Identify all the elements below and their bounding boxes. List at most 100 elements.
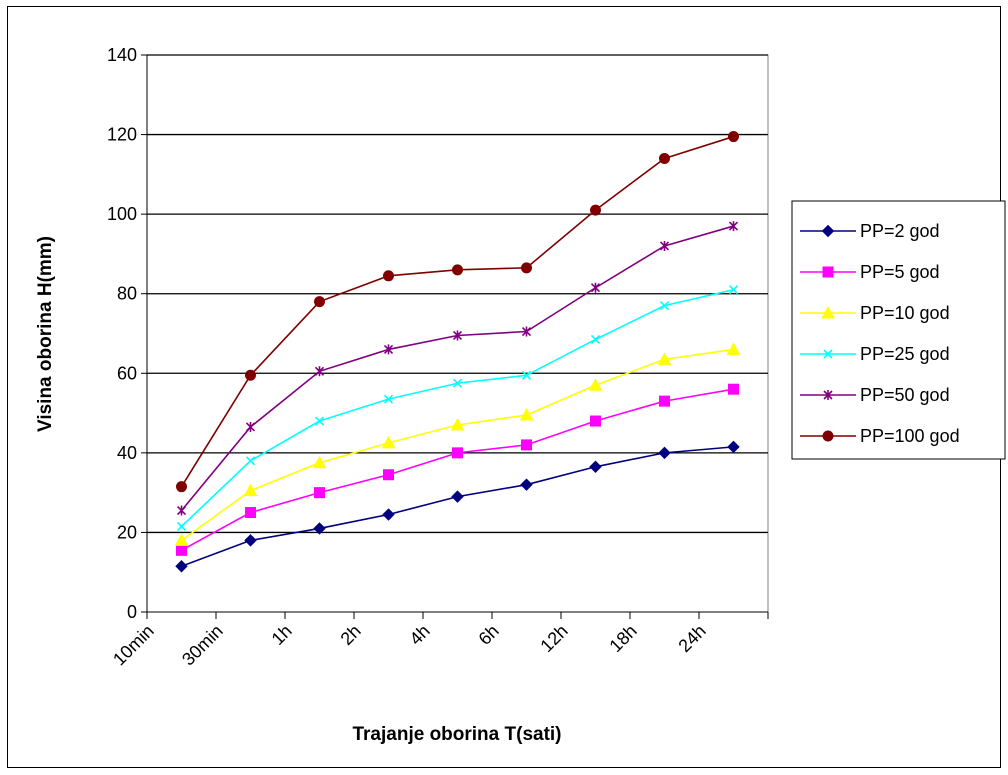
- data-point: [314, 366, 325, 377]
- data-point: [383, 394, 394, 404]
- data-point: [590, 415, 601, 427]
- data-point: [590, 334, 601, 345]
- data-point: [659, 240, 670, 251]
- data-point: [452, 264, 463, 276]
- data-point: [174, 533, 189, 546]
- data-point: [245, 421, 256, 432]
- data-point: [245, 507, 256, 519]
- data-point: [383, 270, 394, 282]
- data-point: [452, 378, 463, 388]
- data-point: [658, 446, 671, 460]
- legend-item: PP=50 god: [800, 385, 950, 405]
- legend-item: PP=25 god: [800, 344, 950, 364]
- legend-item: PP=5 god: [800, 262, 940, 282]
- x-tick-label: 12h: [536, 621, 571, 656]
- y-tick-label: 0: [127, 602, 137, 622]
- data-point: [659, 301, 670, 311]
- series-layer: [174, 131, 741, 573]
- axes: [146, 55, 768, 613]
- data-point: [728, 131, 739, 143]
- data-point: [176, 544, 187, 556]
- data-point: [176, 521, 187, 532]
- data-point: [659, 152, 670, 164]
- legend-items: PP=2 god PP=5 god PP=10 god PP=25 god PP=50 …: [800, 221, 960, 446]
- data-point: [452, 330, 463, 341]
- legend-item: PP=100 god: [800, 426, 960, 446]
- legend-marker: [822, 266, 834, 278]
- data-point: [176, 481, 187, 493]
- data-point: [245, 369, 256, 381]
- data-point: [590, 282, 601, 293]
- legend-label: PP=10 god: [860, 303, 950, 323]
- x-axis-ticks: 10min 30min 1h 2h 4h 6h 12h 18h 24h: [109, 612, 769, 670]
- data-point: [312, 455, 327, 469]
- y-tick-label: 20: [117, 522, 137, 542]
- x-tick-label: 6h: [475, 621, 503, 649]
- data-point: [176, 505, 187, 516]
- legend-label: PP=100 god: [860, 426, 960, 446]
- x-tick-label: 4h: [406, 621, 434, 649]
- legend-label: PP=50 god: [860, 385, 950, 405]
- data-point: [590, 204, 601, 216]
- data-point: [243, 483, 258, 497]
- series-0: [175, 440, 740, 573]
- series-4: [176, 221, 739, 516]
- data-point: [451, 490, 464, 503]
- x-tick-label: 24h: [674, 621, 709, 656]
- data-point: [521, 370, 532, 380]
- y-tick-label: 100: [107, 204, 137, 224]
- x-axis-title: Trajanje oborina T(sati): [352, 724, 561, 745]
- data-point: [521, 439, 532, 451]
- y-tick-label: 80: [117, 284, 137, 304]
- series-2: [174, 342, 741, 546]
- data-point: [381, 435, 396, 449]
- data-point: [313, 522, 326, 535]
- legend-marker: [821, 305, 835, 319]
- data-point: [519, 408, 534, 421]
- data-point: [520, 478, 533, 491]
- data-point: [314, 296, 325, 308]
- series-3: [176, 285, 739, 532]
- legend-label: PP=5 god: [860, 262, 940, 282]
- legend-label: PP=2 god: [860, 221, 940, 241]
- data-point: [728, 383, 739, 395]
- legend-item: PP=10 god: [800, 303, 950, 323]
- legend-marker: [823, 349, 833, 359]
- data-point: [314, 416, 325, 426]
- data-point: [589, 460, 602, 473]
- legend-label: PP=25 god: [860, 344, 950, 364]
- data-point: [382, 508, 395, 521]
- data-point: [314, 487, 325, 499]
- x-tick-label: 2h: [337, 621, 365, 649]
- legend-marker: [823, 390, 833, 400]
- y-tick-label: 60: [117, 363, 137, 383]
- x-tick-label: 30min: [178, 621, 227, 670]
- y-axis-ticks: 0 20 40 60 80 100 120 140: [107, 45, 147, 622]
- legend-item: PP=2 god: [800, 221, 940, 241]
- x-tick-label: 10min: [109, 621, 158, 670]
- data-point: [726, 342, 741, 355]
- data-point: [450, 417, 465, 431]
- y-tick-label: 40: [117, 443, 137, 463]
- series-1: [176, 383, 739, 556]
- y-axis-title: Visina oborina H(mm): [35, 236, 56, 432]
- x-tick-label: 1h: [268, 621, 296, 649]
- data-point: [657, 352, 672, 365]
- data-point: [245, 456, 256, 466]
- y-tick-label: 140: [107, 45, 137, 65]
- data-point: [244, 534, 257, 547]
- data-point: [521, 326, 532, 337]
- y-tick-label: 120: [107, 125, 137, 145]
- data-point: [175, 560, 188, 573]
- legend-marker: [822, 430, 834, 442]
- series-5: [176, 131, 739, 493]
- gridlines: [147, 54, 768, 534]
- legend-box: [791, 200, 1006, 460]
- legend-marker: [821, 224, 835, 238]
- data-point: [452, 447, 463, 459]
- data-point: [728, 221, 739, 232]
- data-point: [728, 285, 739, 295]
- data-point: [727, 440, 740, 454]
- data-point: [659, 395, 670, 407]
